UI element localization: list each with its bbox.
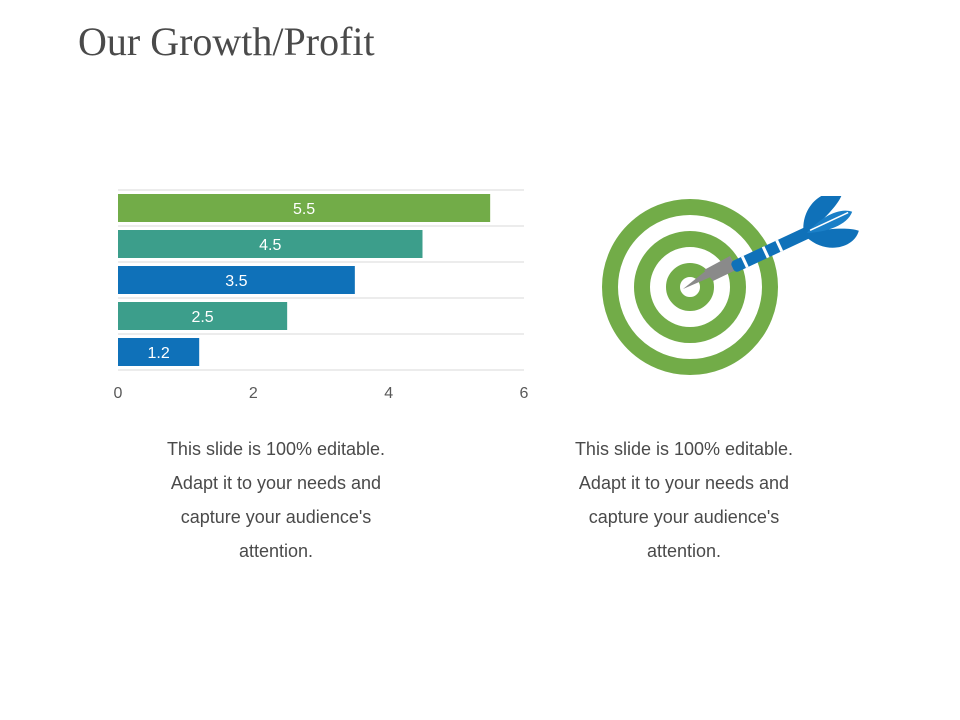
caption-left-line-3: capture your audience's — [180, 507, 372, 527]
slide-title: Our Growth/Profit — [78, 19, 375, 64]
chart-x-tick-label: 4 — [384, 385, 393, 402]
chart-bar — [118, 338, 200, 366]
caption-left-line-1: This slide is 100% editable. — [166, 439, 386, 459]
chart-x-axis: 0 2 4 6 — [114, 385, 529, 402]
caption-right-line-2: Adapt it to your needs and — [578, 473, 790, 493]
caption-right-line-3: capture your audience's — [588, 507, 780, 527]
target-dart-icon — [602, 196, 859, 375]
chart-bar — [118, 194, 491, 222]
chart-bar — [118, 266, 355, 294]
caption-right-line-1: This slide is 100% editable. — [574, 439, 794, 459]
caption-right-line-4: attention. — [646, 541, 722, 561]
caption-left-line-4: attention. — [238, 541, 314, 561]
chart-data-label: 3.5 — [225, 273, 247, 290]
chart-x-tick-label: 6 — [520, 385, 529, 402]
chart-x-tick-label: 2 — [249, 385, 258, 402]
chart-data-label: 1.2 — [147, 345, 169, 362]
chart-data-label: 4.5 — [259, 237, 281, 254]
caption-left: This slide is 100% editable. Adapt it to… — [146, 432, 406, 568]
caption-left-line-2: Adapt it to your needs and — [170, 473, 382, 493]
caption-right: This slide is 100% editable. Adapt it to… — [554, 432, 814, 568]
chart-gridlines — [118, 189, 524, 371]
chart-bar — [118, 230, 423, 258]
chart-data-label: 2.5 — [191, 309, 213, 326]
chart-data-label: 5.5 — [293, 201, 315, 218]
chart-x-tick-label: 0 — [114, 385, 123, 402]
chart-bars: 5.5 4.5 3.5 2.5 1.2 — [118, 194, 491, 366]
chart-bar — [118, 302, 288, 330]
